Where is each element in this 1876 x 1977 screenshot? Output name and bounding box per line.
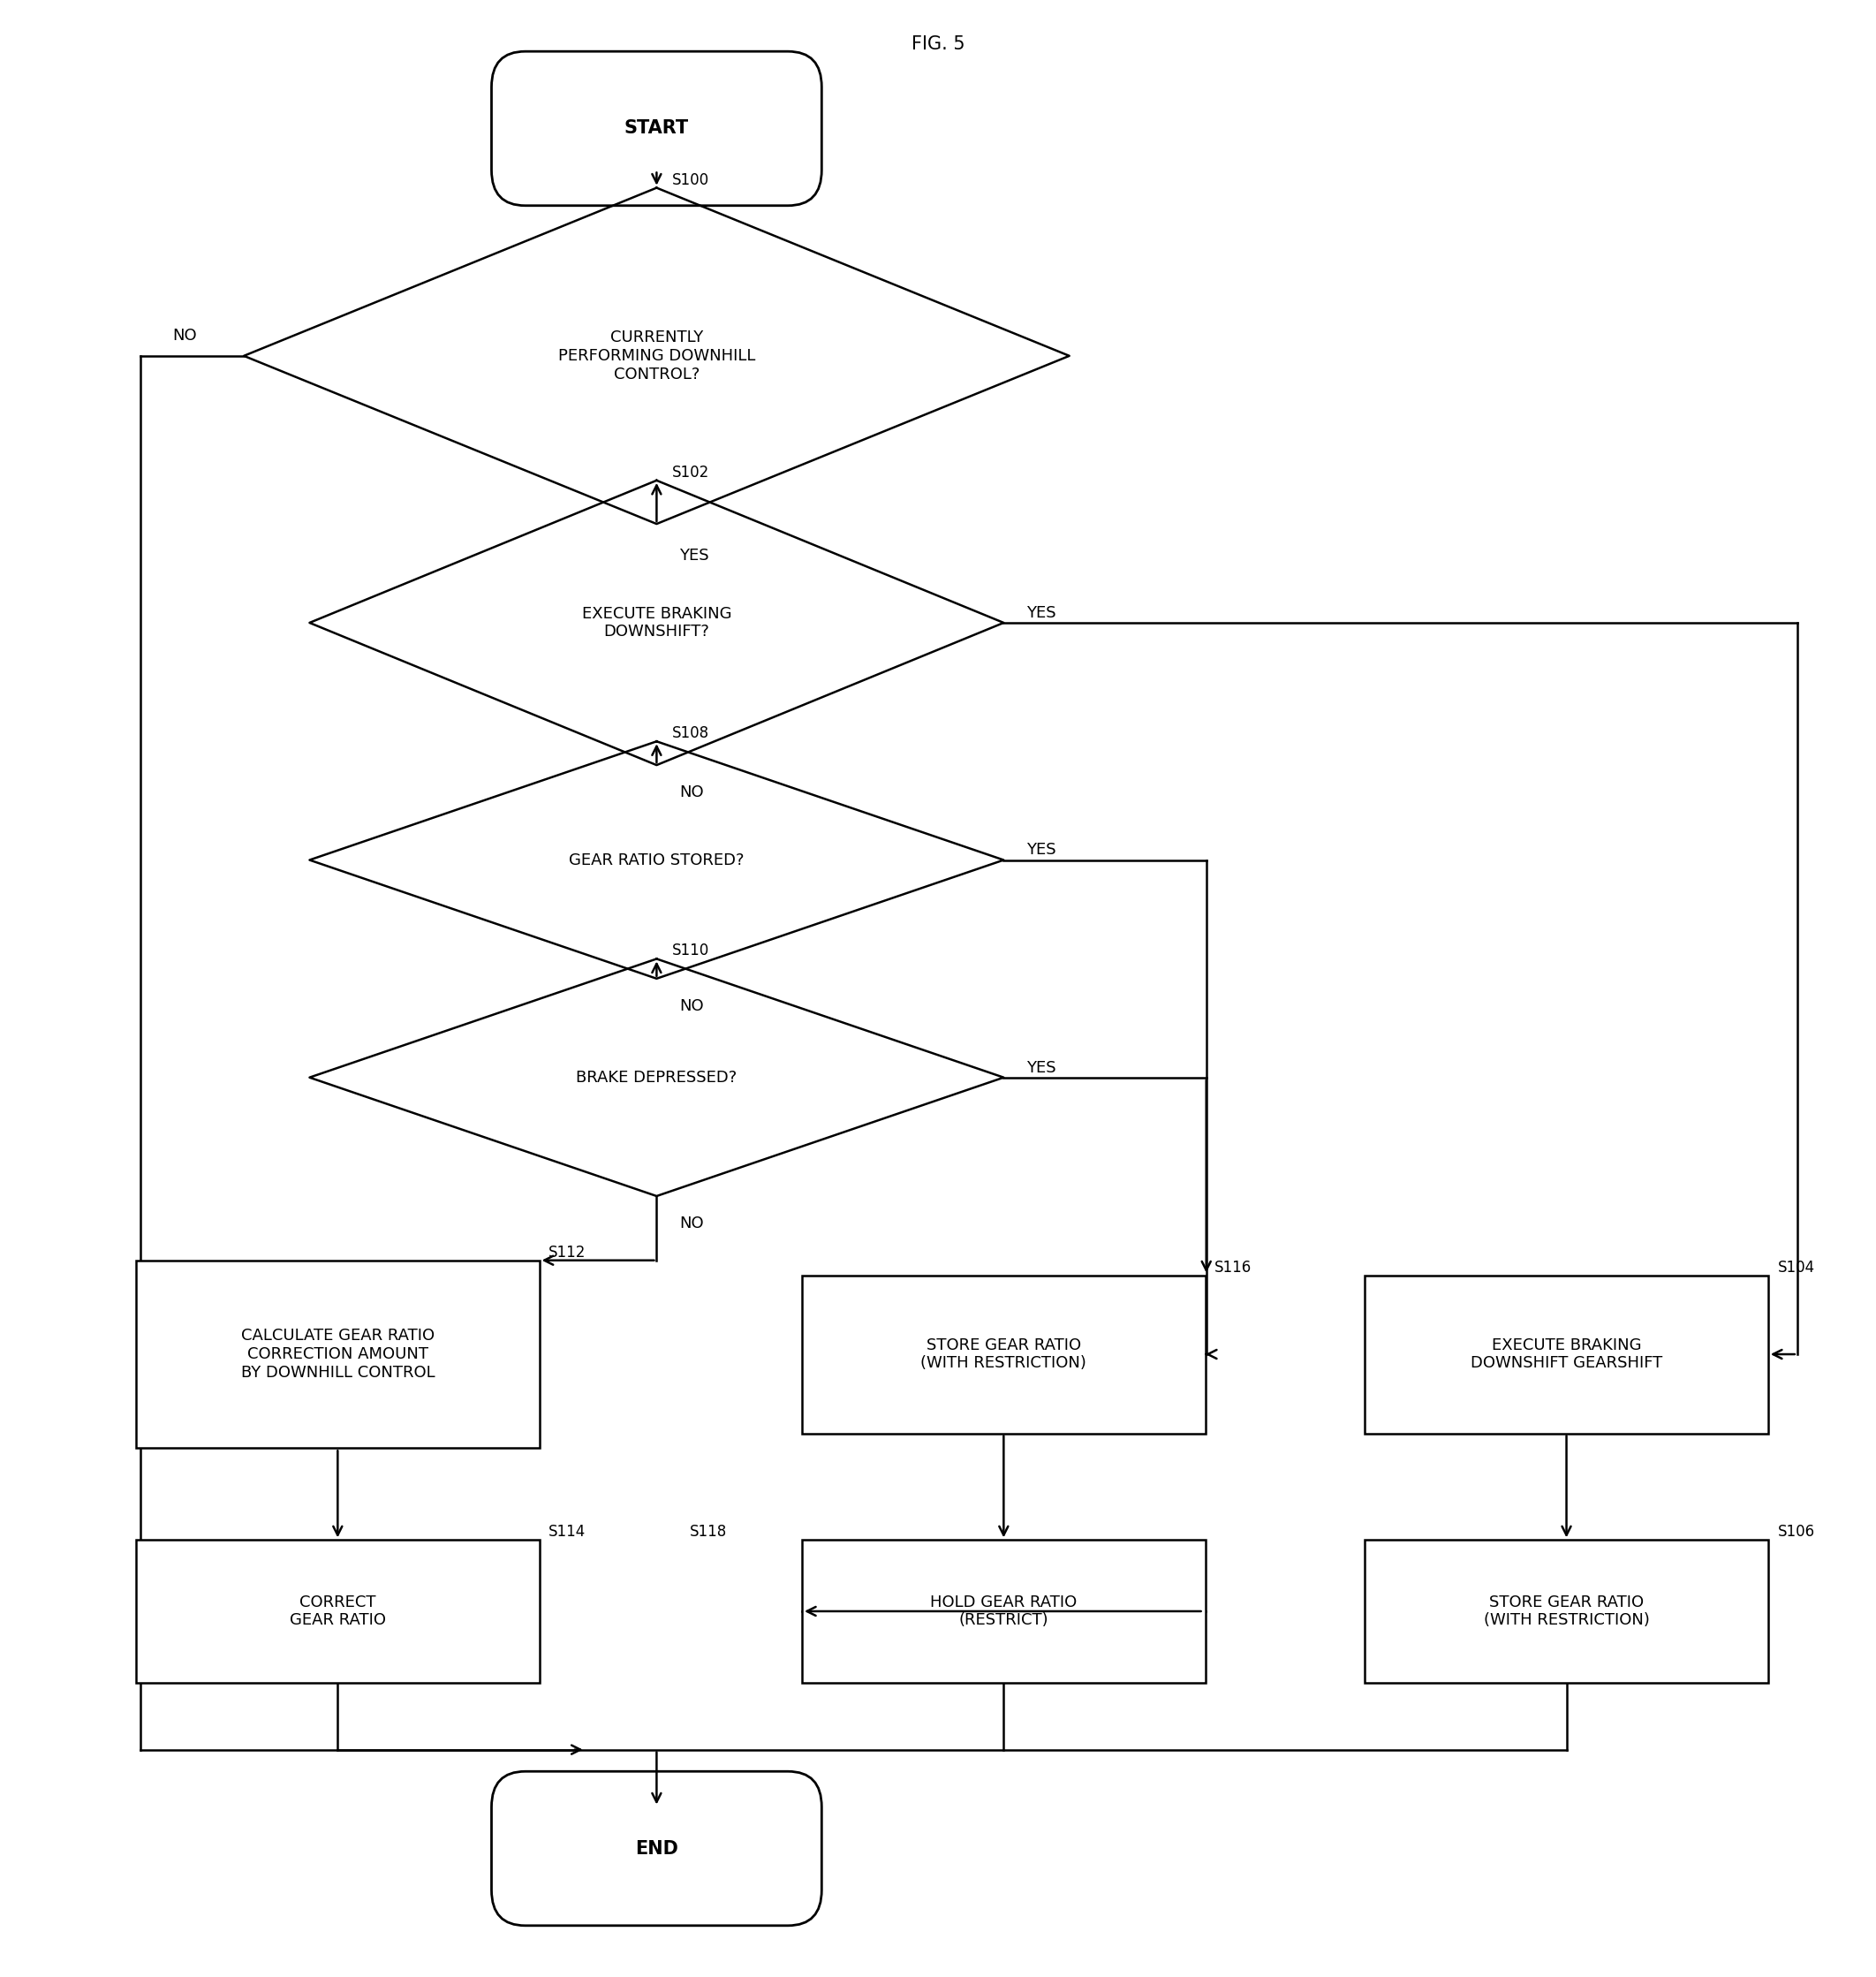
FancyBboxPatch shape	[492, 51, 822, 206]
Text: BRAKE DEPRESSED?: BRAKE DEPRESSED?	[576, 1070, 737, 1085]
Text: YES: YES	[1026, 1060, 1056, 1075]
Text: END: END	[634, 1841, 679, 1856]
Bar	[135, 1540, 538, 1682]
Text: CORRECT
GEAR RATIO: CORRECT GEAR RATIO	[289, 1593, 386, 1629]
Bar	[803, 1540, 1204, 1682]
FancyBboxPatch shape	[492, 1771, 822, 1926]
Text: S100: S100	[672, 172, 709, 188]
Text: S110: S110	[672, 943, 709, 959]
Text: STORE GEAR RATIO
(WITH RESTRICTION): STORE GEAR RATIO (WITH RESTRICTION)	[1484, 1593, 1649, 1629]
Text: S102: S102	[672, 465, 709, 480]
Text: FIG. 5: FIG. 5	[912, 36, 964, 53]
Text: NO: NO	[679, 1216, 704, 1232]
Text: NO: NO	[173, 328, 197, 344]
Text: S114: S114	[548, 1524, 585, 1540]
Text: S108: S108	[672, 726, 709, 741]
Text: YES: YES	[1026, 842, 1056, 858]
Text: HOLD GEAR RATIO
(RESTRICT): HOLD GEAR RATIO (RESTRICT)	[930, 1593, 1077, 1629]
Bar	[135, 1261, 538, 1447]
Text: S106: S106	[1778, 1524, 1814, 1540]
Text: CURRENTLY
PERFORMING DOWNHILL
CONTROL?: CURRENTLY PERFORMING DOWNHILL CONTROL?	[557, 330, 756, 382]
Text: STORE GEAR RATIO
(WITH RESTRICTION): STORE GEAR RATIO (WITH RESTRICTION)	[921, 1336, 1086, 1372]
Text: GEAR RATIO STORED?: GEAR RATIO STORED?	[568, 852, 745, 868]
Text: S104: S104	[1778, 1259, 1814, 1275]
Text: S112: S112	[548, 1244, 585, 1261]
Text: YES: YES	[1026, 605, 1056, 621]
Text: CALCULATE GEAR RATIO
CORRECTION AMOUNT
BY DOWNHILL CONTROL: CALCULATE GEAR RATIO CORRECTION AMOUNT B…	[240, 1329, 435, 1380]
Text: EXECUTE BRAKING
DOWNSHIFT?: EXECUTE BRAKING DOWNSHIFT?	[582, 605, 732, 641]
Bar	[1364, 1540, 1767, 1682]
Text: S116: S116	[1216, 1259, 1251, 1275]
Text: NO: NO	[679, 998, 704, 1014]
Bar	[1364, 1275, 1767, 1433]
Text: START: START	[625, 121, 688, 136]
Text: NO: NO	[679, 785, 704, 801]
Text: EXECUTE BRAKING
DOWNSHIFT GEARSHIFT: EXECUTE BRAKING DOWNSHIFT GEARSHIFT	[1471, 1336, 1662, 1372]
Bar	[803, 1275, 1204, 1433]
Text: S118: S118	[690, 1524, 726, 1540]
Text: YES: YES	[679, 548, 709, 563]
